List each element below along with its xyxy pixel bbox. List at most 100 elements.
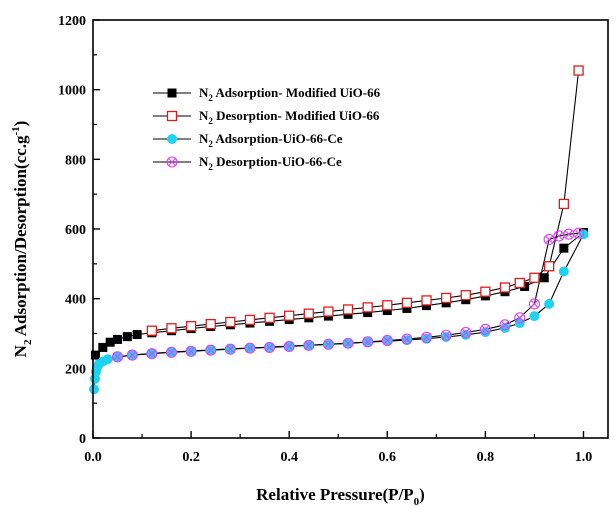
series-0-point (105, 337, 115, 347)
legend-label: N2 Adsorption- Modified UiO-66 (199, 85, 381, 103)
series-0-point (422, 301, 432, 311)
series-3-point (126, 349, 138, 361)
series-3-point (283, 340, 295, 352)
series-3-point-ring (322, 338, 334, 350)
series-markers (88, 65, 589, 395)
series-3-point-cross-b (285, 342, 294, 351)
series-3-point (165, 346, 178, 358)
series-3-point-cross-b (324, 340, 333, 349)
series-3-point-cross-b (383, 336, 392, 345)
series-3-point-cross-b (206, 346, 215, 355)
series-1-point (284, 310, 295, 321)
series-0-point (90, 350, 100, 360)
y-tick-label: 1200 (58, 14, 86, 29)
series-3-point-cross-b (147, 349, 156, 358)
series-2-point (88, 384, 99, 395)
legend-marker (166, 156, 178, 168)
series-3-point-cross-b (481, 325, 490, 334)
series-1-point (573, 65, 584, 76)
series-1-point (480, 286, 491, 297)
plot-frame (92, 19, 609, 439)
series-3-point (543, 233, 555, 245)
series-2-line (93, 233, 584, 390)
legend-marker (166, 110, 178, 122)
series-3-point-cross-b (245, 344, 254, 353)
series-1-point (514, 277, 525, 289)
y-tick-label: 200 (65, 362, 86, 377)
series-3-point (342, 337, 354, 349)
series-3-point (185, 345, 197, 357)
series-0-point (363, 308, 373, 318)
series-2-point (529, 311, 540, 322)
series-3-point (440, 329, 452, 341)
series-2-point (401, 335, 412, 346)
series-2-point (558, 266, 569, 277)
y-tick-label: 600 (65, 223, 86, 238)
legend-label: N2 Adsorption-UiO-66-Ce (199, 131, 343, 149)
series-0-point (402, 303, 412, 313)
series-0-point (122, 332, 132, 342)
x-tick-label: 1.0 (575, 450, 593, 465)
series-3-point-ring (224, 343, 236, 355)
series-1-point (146, 325, 158, 336)
series-3-point (460, 326, 472, 339)
x-tick-labels: 0.0 0.2 0.4 0.6 0.8 1.0 (84, 450, 592, 465)
series-3-point-ring (362, 336, 374, 348)
legend-marker-adsorption-modified (167, 88, 177, 98)
x-tick-label: 0.2 (182, 450, 200, 465)
series-3-point (146, 348, 158, 360)
legend: N2 Adsorption- Modified UiO-66 N2 Desorp… (153, 85, 381, 172)
series-3-point-ring (460, 326, 472, 339)
series-1-point (185, 321, 197, 332)
series-2-point (480, 327, 491, 338)
series-1-point (460, 290, 471, 301)
series-3-point (479, 323, 491, 335)
series-3-point-cross-b (501, 320, 509, 329)
series-3-point-ring (342, 337, 354, 349)
series-0-point (539, 273, 549, 283)
series-3-point-cross-b (128, 351, 137, 360)
y-axis-title: N2 Adsorption/Desorption(cc.g-1) (10, 121, 34, 358)
series-1-point (529, 272, 540, 283)
series-3-point-cross-b (545, 235, 554, 244)
series-3-point-ring (146, 348, 158, 360)
series-3-point-cross-b (304, 341, 313, 350)
series-3-point (264, 341, 276, 353)
series-3-point-cross-b (461, 328, 470, 337)
axis-ticks (92, 19, 585, 439)
series-3-point (401, 333, 413, 345)
series-3-point-cross-b (363, 337, 372, 346)
series-3-point-ring (111, 351, 124, 363)
legend-label: N2 Desorption-UiO-66-Ce (199, 154, 342, 172)
series-3-point-ring (244, 342, 256, 354)
series-3-point-cross-b (422, 333, 431, 342)
series-0-point (113, 334, 123, 344)
series-2-point (102, 354, 113, 365)
legend-marker (167, 88, 177, 98)
series-1-point (382, 300, 393, 311)
series-3-point (303, 339, 315, 351)
series-1-point (421, 295, 432, 306)
series-3-point-cross-b (167, 348, 176, 357)
series-3-point-ring (440, 329, 452, 341)
series-3-point-ring (479, 323, 491, 335)
legend-label: N2 Desorption- Modified UiO-66 (199, 108, 380, 126)
series-3-point (528, 298, 540, 310)
legend-item: N2 Desorption-UiO-66-Ce (153, 154, 342, 172)
x-tick-label: 0.4 (280, 450, 298, 465)
legend-marker-cross-b (168, 158, 176, 166)
legend-item: N2 Adsorption- Modified UiO-66 (153, 85, 381, 103)
series-2-point (544, 298, 555, 309)
series-3-point-ring (126, 349, 138, 361)
series-3-point-ring (401, 333, 413, 345)
series-3-point-ring (528, 298, 540, 310)
series-1-point (225, 316, 236, 328)
x-tick-label: 0.0 (84, 450, 102, 465)
series-3-point (244, 342, 256, 354)
series-1-point (558, 198, 570, 210)
series-3-point-cross-b (265, 343, 274, 352)
series-3-point (499, 319, 511, 331)
series-3-point-cross-b (530, 299, 539, 308)
y-tick-label: 800 (65, 153, 86, 168)
series-3-point-ring (420, 331, 433, 343)
